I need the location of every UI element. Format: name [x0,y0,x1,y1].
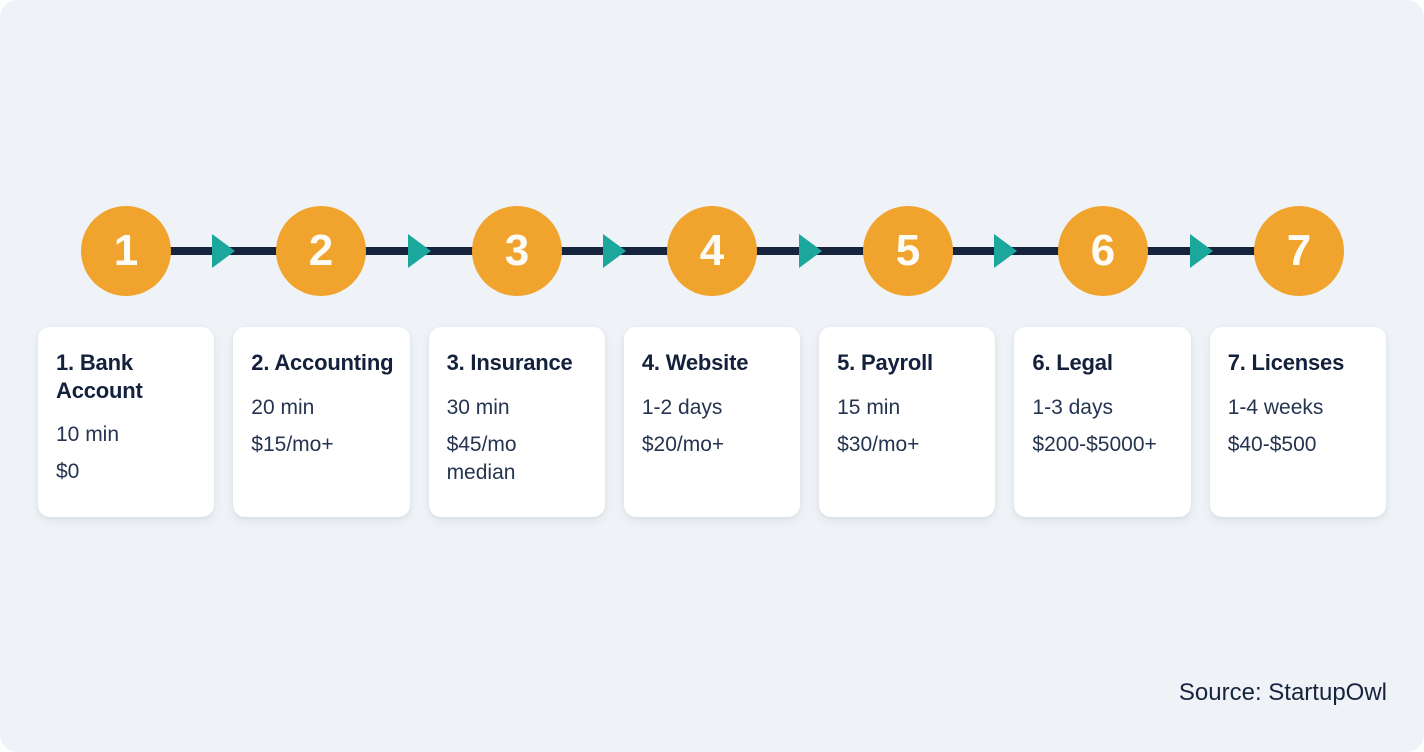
step-details: 15 min $30/mo+ [837,394,981,460]
step-details: 1-4 weeks $40-$500 [1228,394,1372,460]
step-cost: $0 [56,460,80,484]
step-circle-2: 2 [276,206,366,296]
step-card-payroll: 5. Payroll 15 min $30/mo+ [819,327,996,517]
step-number: 2 [308,226,334,275]
arrow-right-icon [799,234,822,268]
step-cost: $200-$5000+ [1032,432,1157,456]
step-cost: $40-$500 [1227,432,1317,456]
step-cost: $20/mo+ [641,432,725,456]
step-cards-row: 1. Bank Account 10 min $0 2. Accounting … [38,327,1386,517]
step-number: 1 [113,226,139,275]
step-number: 7 [1286,226,1312,275]
step-circle-4: 4 [667,206,757,296]
step-title: 6. Legal [1032,350,1113,375]
step-title: 2. Accounting [251,350,394,375]
arrow-right-icon [994,234,1017,268]
step-time: 15 min [837,395,901,419]
step-time: 30 min [446,395,510,419]
step-number: 4 [699,226,725,275]
arrow-right-icon [408,234,431,268]
step-cost: $15/mo+ [251,432,334,456]
step-cost: $45/mo median [446,432,517,485]
step-time: 1-4 weeks [1227,395,1324,419]
step-number: 5 [895,226,921,275]
step-time: 20 min [251,395,315,419]
step-details: 1-2 days $20/mo+ [642,394,786,460]
step-title: 7. Licenses [1227,350,1345,375]
step-details: 1-3 days $200-$5000+ [1032,394,1176,460]
step-time: 1-2 days [641,395,723,419]
step-number: 6 [1090,226,1116,275]
arrow-right-icon [603,234,626,268]
step-circle-1: 1 [81,206,171,296]
step-details: 30 min $45/mo median [447,394,591,488]
step-title: 4. Website [641,350,749,375]
step-details: 10 min $0 [56,421,200,487]
step-card-licenses: 7. Licenses 1-4 weeks $40-$500 [1209,327,1386,517]
step-time: 10 min [56,423,120,446]
step-details: 20 min $15/mo+ [251,394,395,460]
step-title: 5. Payroll [837,350,933,375]
step-circle-5: 5 [863,206,953,296]
source-credit: Source: StartupOwl [1178,679,1387,706]
step-card-bank-account: 1. Bank Account 10 min $0 [38,327,215,517]
arrow-right-icon [1190,234,1213,268]
step-card-website: 4. Website 1-2 days $20/mo+ [623,327,801,517]
step-circle-3: 3 [472,206,562,296]
arrow-right-icon [212,234,235,268]
step-cost: $30/mo+ [837,432,920,456]
step-title: 3. Insurance [446,350,573,375]
step-circle-7: 7 [1254,206,1344,296]
step-number: 3 [504,226,530,275]
step-card-legal: 6. Legal 1-3 days $200-$5000+ [1014,327,1191,517]
step-card-insurance: 3. Insurance 30 min $45/mo median [428,327,605,517]
step-title: 1. Bank Account [56,350,143,403]
step-card-accounting: 2. Accounting 20 min $15/mo+ [233,327,410,517]
step-time: 1-3 days [1032,395,1113,419]
step-circle-6: 6 [1058,206,1148,296]
